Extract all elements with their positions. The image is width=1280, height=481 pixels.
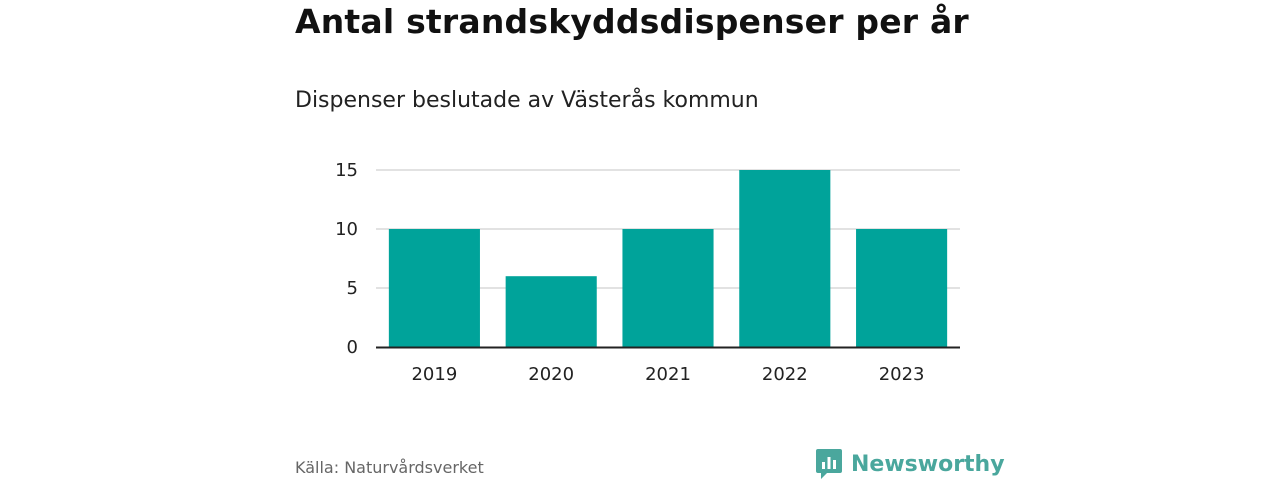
bar-2019 xyxy=(388,229,480,347)
bar-2020 xyxy=(505,276,597,347)
y-tick-label: 15 xyxy=(335,160,358,181)
bar-2022 xyxy=(739,170,831,347)
y-tick-label: 0 xyxy=(347,337,358,358)
bars xyxy=(388,170,948,347)
brand-logo: Newsworthy xyxy=(815,447,1005,481)
bar-2023 xyxy=(856,229,948,347)
brand-name: Newsworthy xyxy=(851,451,1005,477)
source-note: Källa: Naturvårdsverket xyxy=(295,458,484,477)
y-tick-label: 5 xyxy=(347,278,358,299)
x-tick-label: 2019 xyxy=(411,364,457,385)
y-tick-label: 10 xyxy=(335,219,358,240)
x-axis-ticks: 2019 2020 2021 2022 2023 xyxy=(411,364,924,385)
y-axis-ticks: 0 5 10 15 xyxy=(335,160,358,358)
chart-subtitle: Dispenser beslutade av Västerås kommun xyxy=(295,88,759,113)
bar-2021 xyxy=(622,229,714,347)
x-tick-label: 2021 xyxy=(645,364,691,385)
chart-title: Antal strandskyddsdispenser per år xyxy=(295,2,969,41)
x-tick-label: 2022 xyxy=(762,364,808,385)
x-tick-label: 2023 xyxy=(879,364,925,385)
bar-chart-icon xyxy=(816,449,842,479)
x-tick-label: 2020 xyxy=(528,364,574,385)
